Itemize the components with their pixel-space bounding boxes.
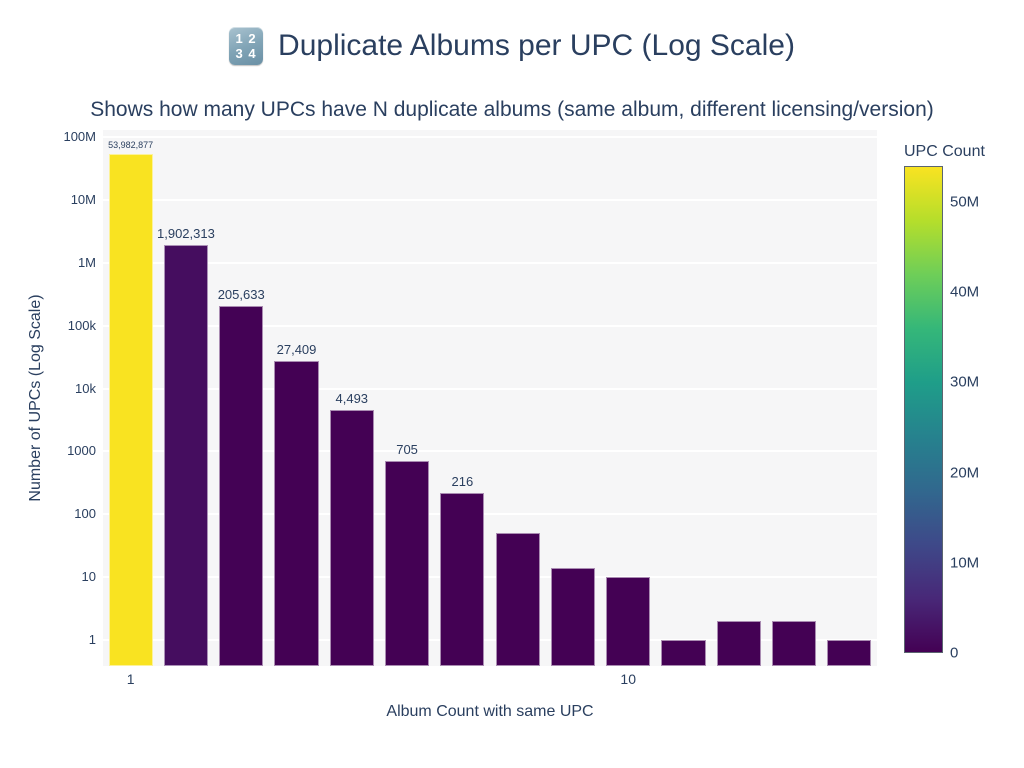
plot-area: 53,982,877 1,902,313 205,633 27,409 4,493 705… (103, 130, 877, 666)
bar[interactable] (108, 153, 153, 666)
colorbar-tick-label: 40M (950, 283, 980, 301)
colorbar-title: UPC Count (904, 143, 985, 160)
x-axis-title: Album Count with same UPC (386, 703, 594, 720)
y-tick-label: 10 (81, 569, 96, 585)
bar[interactable] (771, 621, 817, 666)
gridline (103, 261, 877, 264)
bar[interactable] (219, 306, 264, 666)
gridline (103, 576, 877, 579)
colorbar-tick-label: 10M (950, 554, 980, 572)
bar[interactable] (827, 639, 872, 666)
bar-value-label: 705 (396, 441, 418, 457)
colorbar-tick-label: 20M (950, 464, 980, 482)
colorbar-tick-label: 0 (950, 644, 959, 662)
colorbar-tick-label: 30M (950, 373, 980, 391)
bar-value-label: 4,493 (335, 391, 369, 407)
gridline (103, 450, 877, 453)
icon-digits-row1: 1 2 (235, 31, 257, 46)
chart-title: Duplicate Albums per UPC (Log Scale) (278, 29, 795, 62)
y-tick-label: 100 (74, 506, 96, 522)
y-tick-label: 10k (75, 380, 96, 396)
bar[interactable] (274, 361, 319, 666)
bar[interactable] (716, 621, 761, 666)
bar-value-label: 53,982,877 (108, 139, 154, 150)
y-tick-label: 1 (88, 631, 96, 647)
gridline (103, 513, 877, 516)
chart-header: 1 2 3 4 Duplicate Albums per UPC (Log Sc… (0, 27, 1024, 65)
bar[interactable] (329, 410, 374, 666)
chart-subtitle: Shows how many UPCs have N duplicate alb… (90, 98, 934, 121)
colorbar-gradient (904, 166, 943, 653)
y-tick-label: 1000 (67, 443, 96, 459)
bar[interactable] (163, 245, 209, 666)
bar-value-label: 216 (451, 474, 474, 490)
bar[interactable] (661, 639, 706, 666)
bar[interactable] (495, 533, 540, 666)
gridline (103, 638, 877, 641)
x-tick-label: 1 (126, 671, 135, 687)
bar[interactable] (384, 460, 430, 666)
bar-value-label: 205,633 (217, 287, 265, 303)
gridline (103, 324, 877, 327)
bar[interactable] (440, 493, 485, 666)
y-tick-label: 10M (70, 192, 96, 208)
bar-value-label: 1,902,313 (157, 226, 215, 242)
y-tick-label: 100k (67, 317, 96, 333)
input-numbers-icon: 1 2 3 4 (229, 27, 264, 65)
gridline (103, 199, 877, 202)
icon-digits-row2: 3 4 (235, 46, 257, 61)
colorbar-tick-label: 50M (950, 193, 980, 211)
gridline (103, 136, 877, 139)
gridline (103, 387, 877, 390)
x-tick-label: 10 (620, 671, 636, 687)
y-tick-label: 1M (77, 254, 96, 270)
y-tick-label: 100M (63, 129, 96, 145)
bar-value-label: 27,409 (276, 342, 317, 358)
bar[interactable] (550, 567, 596, 666)
bar[interactable] (606, 577, 651, 666)
